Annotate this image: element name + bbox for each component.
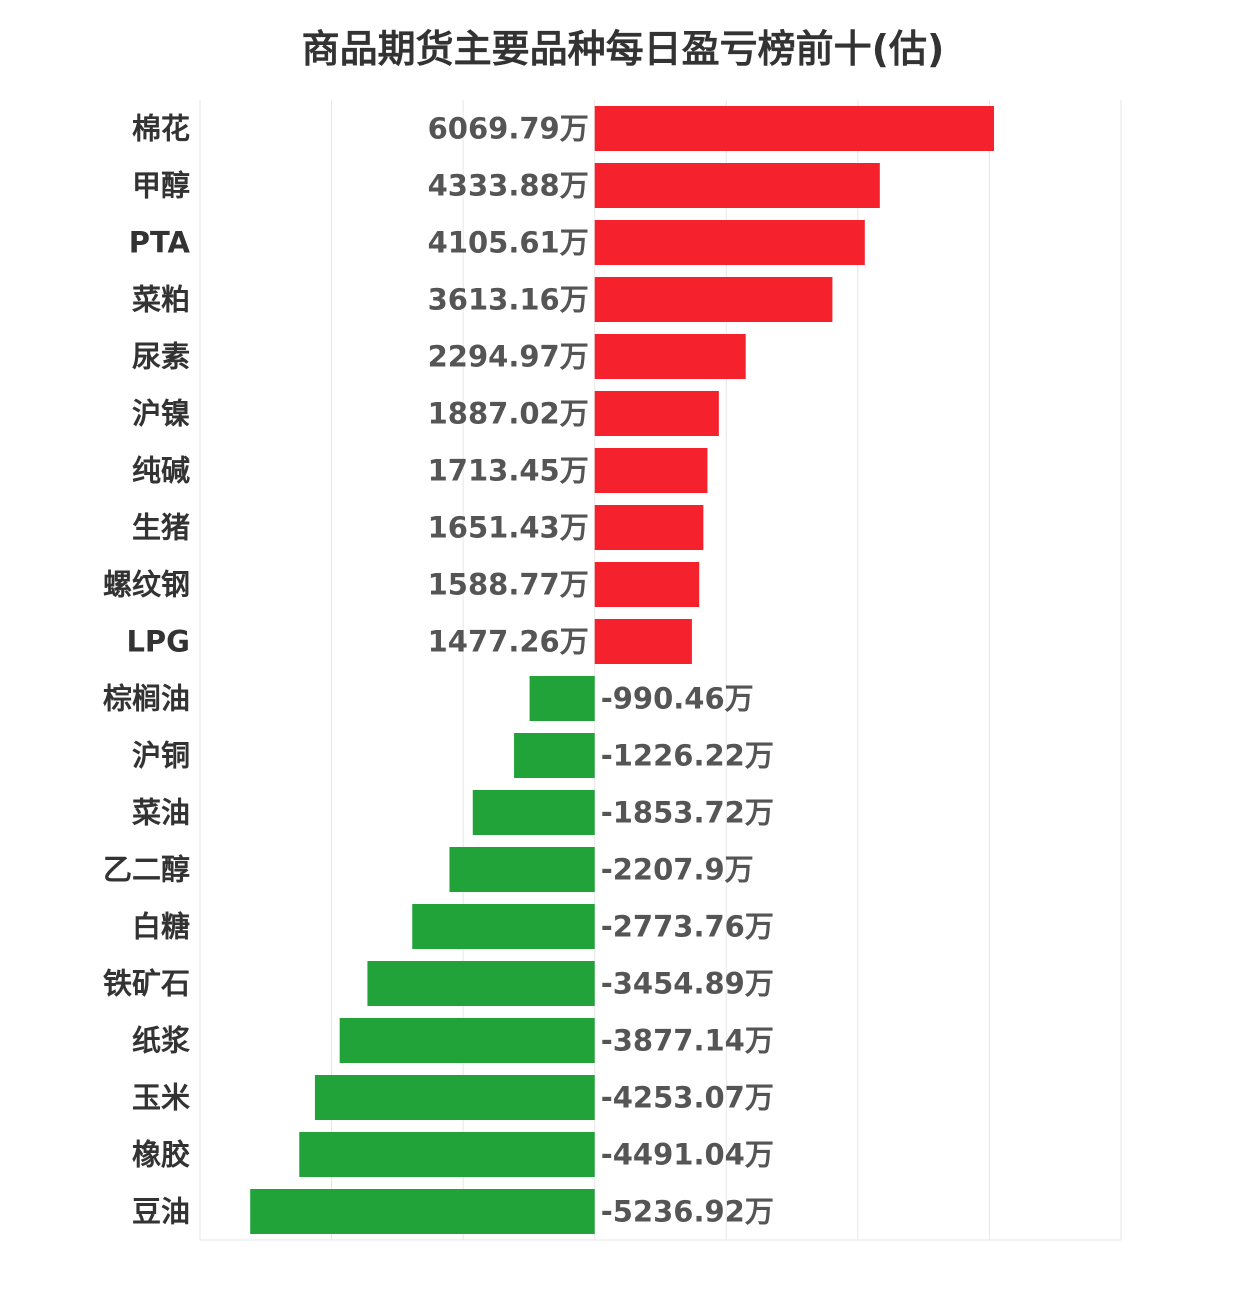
category-label: 棕榈油 <box>103 682 190 716</box>
bar-15 <box>367 961 595 1006</box>
bar-7 <box>594 505 704 550</box>
bar-2 <box>594 220 865 265</box>
category-label: 沪铜 <box>132 739 190 773</box>
category-label: 纯碱 <box>132 454 190 488</box>
category-label: 豆油 <box>132 1195 190 1229</box>
bar-1 <box>594 163 880 208</box>
value-label: 6069.79万 <box>428 112 589 146</box>
bar-19 <box>250 1189 595 1234</box>
bar-0 <box>594 106 995 151</box>
category-label: 乙二醇 <box>103 853 190 887</box>
category-label: 纸浆 <box>132 1024 191 1058</box>
value-label: 1887.02万 <box>428 397 589 431</box>
bar-14 <box>412 904 595 949</box>
category-label: 沪镍 <box>132 397 190 431</box>
value-label: -3877.14万 <box>601 1024 774 1058</box>
value-label: -1853.72万 <box>601 796 774 830</box>
category-label: 尿素 <box>132 340 190 374</box>
bar-18 <box>299 1132 595 1177</box>
value-label: 1651.43万 <box>428 511 589 545</box>
value-label: 1588.77万 <box>428 568 589 602</box>
bar-13 <box>449 847 595 892</box>
bars <box>250 106 995 1234</box>
bar-5 <box>594 391 719 436</box>
bar-4 <box>594 334 746 379</box>
category-label: 白糖 <box>132 910 190 944</box>
category-label: 甲醇 <box>132 169 190 203</box>
category-label: 生猪 <box>132 511 190 545</box>
category-label: 棉花 <box>132 112 190 146</box>
category-label: LPG <box>126 625 190 659</box>
category-label: 菜粕 <box>132 283 190 317</box>
value-label: 1713.45万 <box>428 454 589 488</box>
bar-16 <box>339 1018 595 1063</box>
value-label: -4253.07万 <box>601 1081 774 1115</box>
category-label: 橡胶 <box>132 1138 190 1172</box>
bar-17 <box>314 1075 595 1120</box>
grid-lines <box>199 100 1122 1241</box>
bar-9 <box>594 619 692 664</box>
value-label: -4491.04万 <box>601 1138 774 1172</box>
value-labels: 6069.79万 4333.88万 4105.61万 3613.16万 2294.97万… <box>428 112 774 1229</box>
value-label: -2773.76万 <box>601 910 774 944</box>
category-label: 玉米 <box>132 1081 190 1115</box>
value-label: 2294.97万 <box>428 340 589 374</box>
bar-10 <box>529 676 595 721</box>
category-label: 螺纹钢 <box>103 568 190 602</box>
value-label: -2207.9万 <box>601 853 754 887</box>
value-label: 4333.88万 <box>428 169 589 203</box>
value-label: 3613.16万 <box>428 283 589 317</box>
value-label: 4105.61万 <box>428 226 589 260</box>
category-label: 菜油 <box>132 796 190 830</box>
value-label: -3454.89万 <box>601 967 774 1001</box>
bar-12 <box>472 790 595 835</box>
value-label: -990.46万 <box>601 682 754 716</box>
category-label: 铁矿石 <box>103 967 190 1001</box>
value-label: 1477.26万 <box>428 625 589 659</box>
bar-11 <box>514 733 595 778</box>
category-label: PTA <box>129 226 191 260</box>
value-label: -5236.92万 <box>601 1195 774 1229</box>
bar-8 <box>594 562 700 607</box>
bar-3 <box>594 277 833 322</box>
bar-6 <box>594 448 708 493</box>
value-label: -1226.22万 <box>601 739 774 773</box>
chart-title: 商品期货主要品种每日盈亏榜前十(估) <box>301 27 945 71</box>
